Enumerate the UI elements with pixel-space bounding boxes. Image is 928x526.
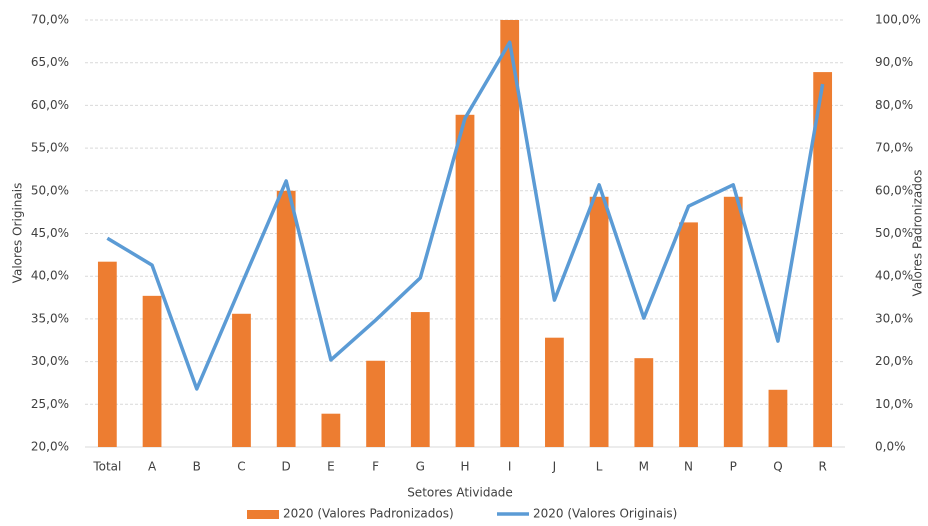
x-tick-label: R xyxy=(818,460,826,474)
line xyxy=(106,40,825,391)
y2-tick-label: 90,0% xyxy=(875,55,913,69)
bar xyxy=(276,190,296,448)
bar xyxy=(500,20,520,447)
y-tick-label: 40,0% xyxy=(31,269,69,283)
legend-label: 2020 (Valores Padronizados) xyxy=(283,507,454,521)
x-tick-label: J xyxy=(552,460,557,474)
y-tick-label: 45,0% xyxy=(31,226,69,240)
bar xyxy=(634,358,654,447)
bar xyxy=(97,261,117,447)
y-tick-label: 25,0% xyxy=(31,397,69,411)
y2-tick-label: 60,0% xyxy=(875,183,913,197)
bar xyxy=(813,72,833,448)
bar xyxy=(545,337,564,447)
x-tick-label: M xyxy=(639,460,649,474)
y-tick-label: 55,0% xyxy=(31,141,69,155)
bar xyxy=(589,196,609,447)
x-axis-label: Setores Atividade xyxy=(407,486,513,500)
x-tick-label: N xyxy=(684,460,693,474)
x-tick-label: H xyxy=(460,460,469,474)
y-tick-label: 70,0% xyxy=(31,13,69,27)
x-tick-label: P xyxy=(730,460,737,474)
bar xyxy=(410,312,430,447)
y-tick-label: 20,0% xyxy=(31,440,69,454)
y2-tick-label: 50,0% xyxy=(875,226,913,240)
y2-tick-label: 80,0% xyxy=(875,98,913,112)
y2-tick-label: 0,0% xyxy=(875,440,906,454)
y2-tick-label: 20,0% xyxy=(875,354,913,368)
bar xyxy=(321,413,341,447)
bar xyxy=(142,295,162,447)
legend-swatch xyxy=(247,510,279,519)
x-tick-label: B xyxy=(193,460,201,474)
x-tick-label: Total xyxy=(92,460,121,474)
bar xyxy=(455,114,475,447)
bar xyxy=(232,313,251,447)
y2-tick-label: 100,0% xyxy=(875,13,921,27)
x-tick-label: Q xyxy=(773,460,782,474)
x-tick-label: I xyxy=(508,460,512,474)
x-tick-label: E xyxy=(327,460,335,474)
y2-tick-label: 40,0% xyxy=(875,269,913,283)
x-tick-label: L xyxy=(596,460,603,474)
bar xyxy=(366,360,385,447)
x-tick-label: C xyxy=(237,460,245,474)
y-axis-label: Valores Originais xyxy=(11,183,25,284)
x-tick-label: F xyxy=(372,460,379,474)
bar xyxy=(768,389,788,447)
x-tick-label: A xyxy=(148,460,157,474)
y2-tick-label: 30,0% xyxy=(875,311,913,325)
y2-tick-label: 10,0% xyxy=(875,397,913,411)
y-tick-label: 65,0% xyxy=(31,55,69,69)
y-tick-label: 35,0% xyxy=(31,311,69,325)
y2-axis-label: Valores Padronizados xyxy=(911,170,925,297)
y-tick-label: 30,0% xyxy=(31,354,69,368)
bar xyxy=(723,196,743,447)
x-tick-label: D xyxy=(282,460,291,474)
y-tick-label: 50,0% xyxy=(31,183,69,197)
y2-tick-label: 70,0% xyxy=(875,141,913,155)
legend-label: 2020 (Valores Originais) xyxy=(533,507,677,521)
y-tick-label: 60,0% xyxy=(31,98,69,112)
x-tick-label: G xyxy=(416,460,425,474)
bar xyxy=(679,222,698,447)
